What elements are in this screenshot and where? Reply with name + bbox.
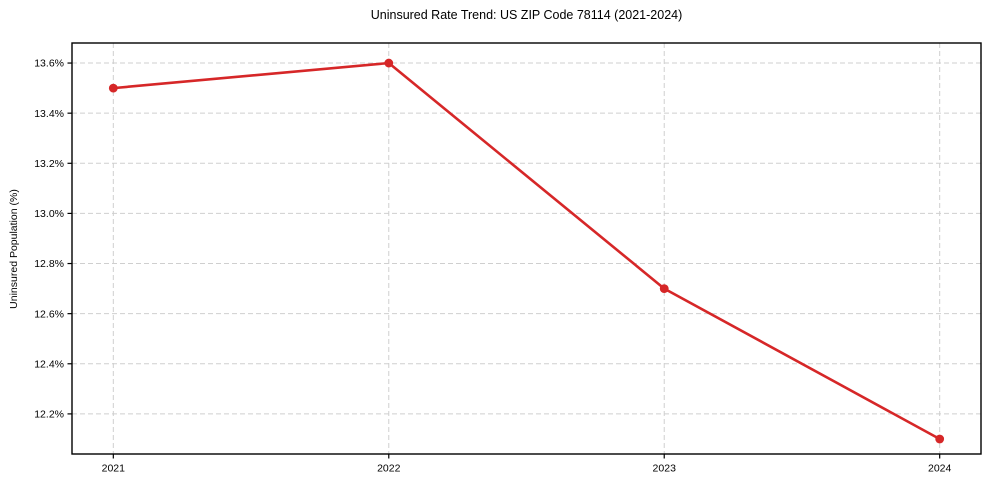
chart-title: Uninsured Rate Trend: US ZIP Code 78114 … [370, 8, 683, 22]
y-tick-label: 12.6% [34, 308, 64, 320]
y-tick-label: 13.2% [34, 158, 64, 170]
y-tick-label: 12.4% [34, 358, 64, 370]
data-point [935, 434, 945, 444]
y-tick-label: 12.2% [34, 409, 64, 421]
y-tick-label: 12.8% [34, 258, 64, 270]
x-tick-label: 2022 [377, 463, 401, 475]
y-tick-label: 13.4% [34, 108, 64, 120]
trend-line [112, 61, 941, 441]
x-tick-label: 2021 [102, 463, 126, 475]
x-tick-label: 2023 [653, 463, 677, 475]
y-tick-label: 13.6% [34, 58, 64, 70]
x-tick-label: 2024 [928, 463, 952, 475]
data-point [659, 284, 669, 293]
data-point [384, 58, 394, 68]
plot-border [71, 42, 982, 455]
data-point [108, 83, 118, 93]
y-tick-label: 13.0% [34, 208, 64, 220]
